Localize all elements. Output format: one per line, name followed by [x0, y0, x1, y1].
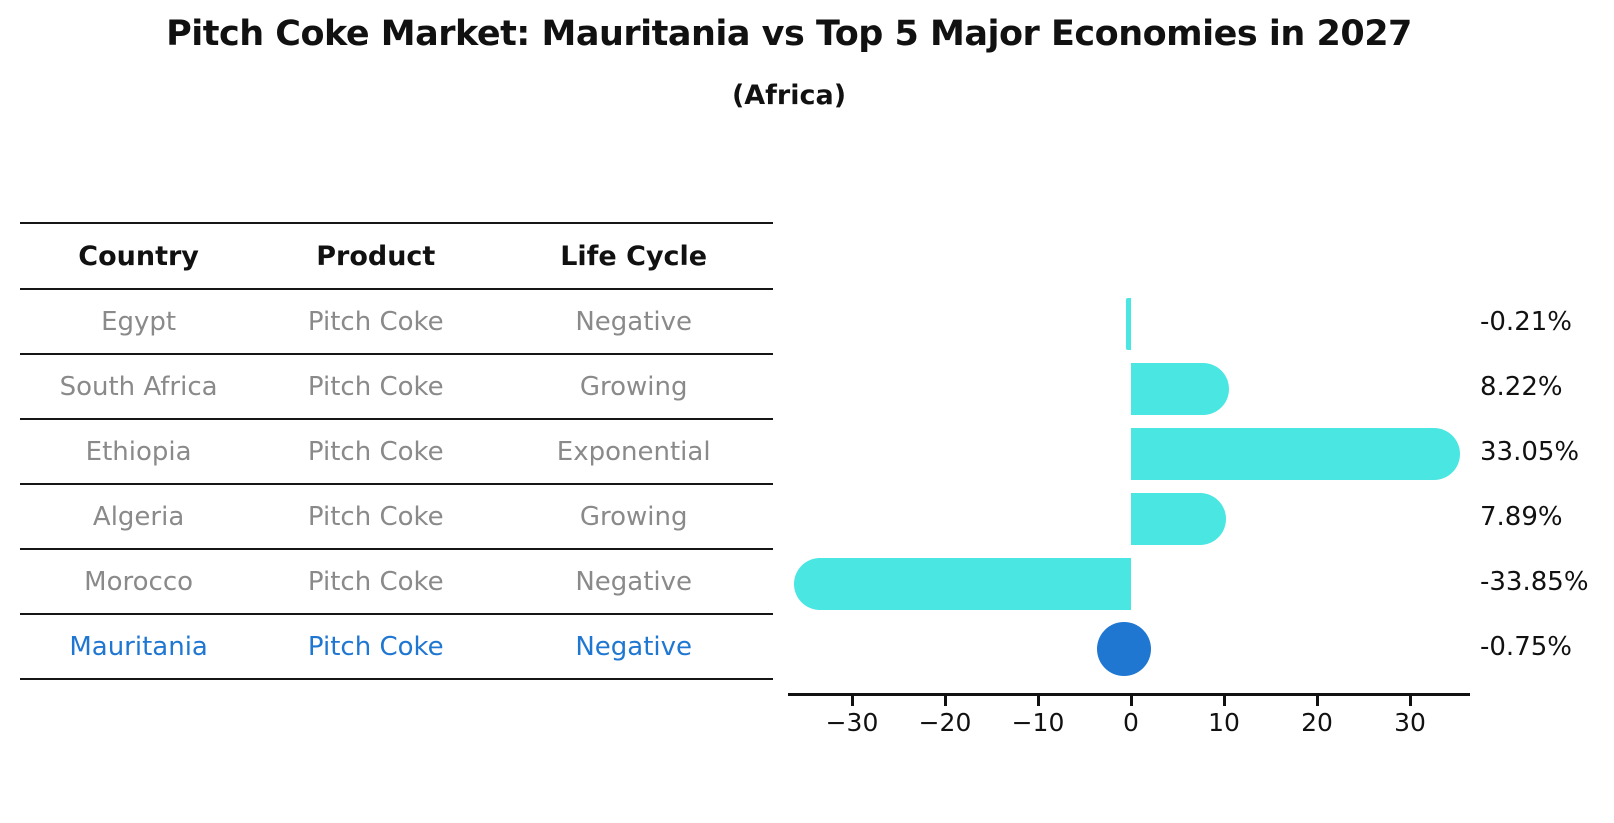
x-axis-line: [788, 693, 1470, 696]
value-label: 33.05%: [1480, 437, 1580, 467]
table-cell-country: Ethiopia: [85, 436, 192, 467]
value-label: 7.89%: [1480, 502, 1563, 532]
x-axis-tick: [1222, 696, 1226, 706]
table-header-life-cycle: Life Cycle: [560, 240, 708, 272]
x-axis-tick: [1036, 696, 1040, 706]
x-axis-tick-label: −10: [1011, 708, 1065, 737]
x-axis-tick-label: 10: [1208, 708, 1240, 737]
table-cell-life-cycle: Negative: [575, 306, 693, 337]
table-row: Ethiopia Pitch Coke Exponential: [20, 420, 773, 485]
table-header-product: Product: [316, 240, 436, 272]
table-cell-product: Pitch Coke: [307, 306, 444, 337]
table-cell-product: Pitch Coke: [307, 371, 444, 402]
table-row: Morocco Pitch Coke Negative: [20, 550, 773, 615]
x-axis-tick-label: 0: [1123, 708, 1139, 737]
table-cell-country: Egypt: [101, 306, 177, 337]
value-label: -0.75%: [1480, 632, 1572, 662]
table-cell-product: Pitch Coke: [307, 631, 444, 662]
bar-morocco: [794, 558, 1131, 610]
table-cell-country: Morocco: [84, 566, 194, 597]
value-label: -33.85%: [1480, 567, 1589, 597]
table-cell-product: Pitch Coke: [307, 501, 444, 532]
table-cell-life-cycle: Negative: [575, 566, 693, 597]
bar-mauritania: [1097, 622, 1152, 676]
table-body: Egypt Pitch Coke Negative South Africa Pitch…: [20, 290, 773, 680]
table-cell-life-cycle: Exponential: [556, 436, 711, 467]
table-cell-country: South Africa: [59, 371, 218, 402]
table-cell-life-cycle: Negative: [575, 631, 693, 662]
table-row: Algeria Pitch Coke Growing: [20, 485, 773, 550]
x-axis-tick: [1408, 696, 1412, 706]
x-axis-tick-label: 30: [1394, 708, 1426, 737]
value-label: 8.22%: [1480, 372, 1563, 402]
bar-ethiopia: [1131, 428, 1461, 480]
table-cell-country: Mauritania: [69, 631, 208, 662]
x-axis-tick: [1129, 696, 1133, 706]
chart-subtitle: (Africa): [731, 80, 847, 111]
table-row: South Africa Pitch Coke Growing: [20, 355, 773, 420]
table-header-country: Country: [78, 240, 199, 272]
x-axis-tick-label: 20: [1301, 708, 1333, 737]
country-table: Country Product Life Cycle Egypt Pitch Co…: [20, 222, 773, 680]
table-cell-product: Pitch Coke: [307, 436, 444, 467]
table-row: Egypt Pitch Coke Negative: [20, 290, 773, 355]
x-axis-tick-label: −30: [825, 708, 879, 737]
value-label: -0.21%: [1480, 307, 1572, 337]
table-header-row: Country Product Life Cycle: [20, 224, 773, 290]
x-axis-tick-label: −20: [918, 708, 972, 737]
bar-chart: −30 −20 −10 0 10 20 30: [788, 278, 1470, 737]
table-cell-product: Pitch Coke: [307, 566, 444, 597]
bar-algeria: [1131, 493, 1227, 545]
x-axis-tick: [850, 696, 854, 706]
bar-south-africa: [1131, 363, 1230, 415]
table-cell-life-cycle: Growing: [579, 501, 688, 532]
bar-egypt: [1126, 298, 1131, 350]
chart-title: Pitch Coke Market: Mauritania vs Top 5 M…: [166, 14, 1412, 54]
x-axis-tick: [943, 696, 947, 706]
table-cell-life-cycle: Growing: [579, 371, 688, 402]
x-axis-tick: [1315, 696, 1319, 706]
table-row: Mauritania Pitch Coke Negative: [20, 615, 773, 680]
table-cell-country: Algeria: [92, 501, 185, 532]
